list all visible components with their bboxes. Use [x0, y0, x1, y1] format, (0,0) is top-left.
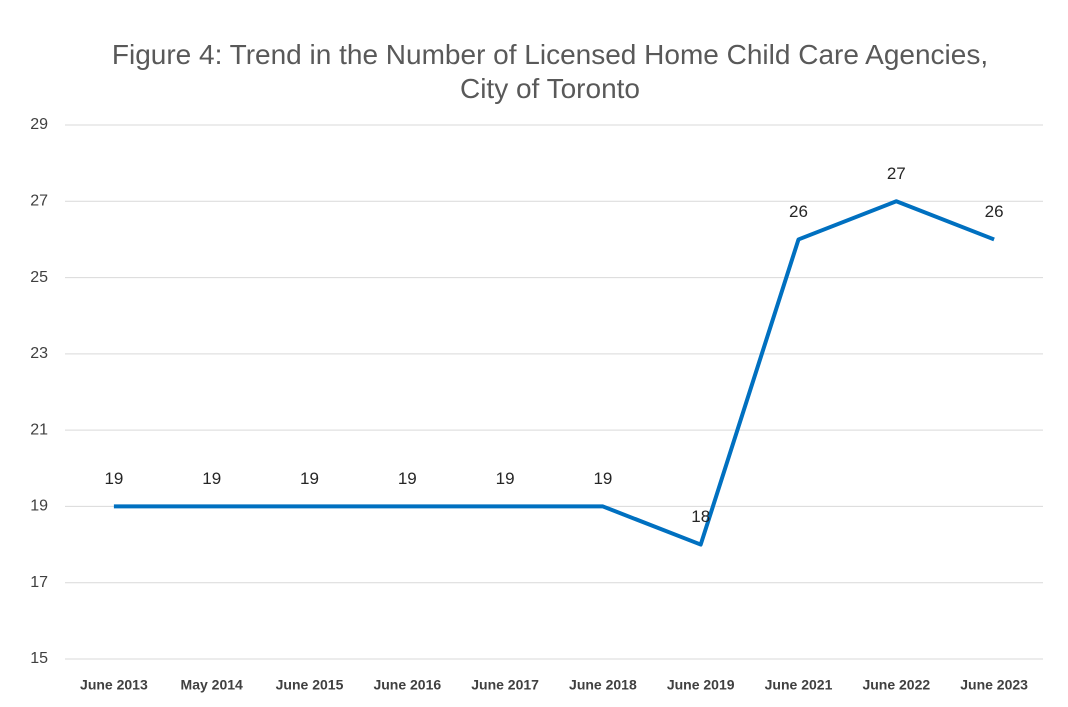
data-label: 19 [593, 469, 612, 488]
y-tick-label: 17 [30, 574, 48, 591]
data-line [113, 199, 995, 547]
data-label: 19 [300, 469, 319, 488]
data-label: 26 [985, 202, 1004, 221]
y-tick-label: 21 [30, 421, 48, 438]
data-label: 26 [789, 202, 808, 221]
data-label: 27 [887, 164, 906, 183]
data-label: 18 [691, 507, 710, 526]
x-tick-label: June 2023 [960, 677, 1028, 693]
y-tick-label: 29 [30, 116, 48, 133]
x-tick-label: June 2015 [276, 677, 344, 693]
x-tick-label: June 2022 [862, 677, 930, 693]
y-tick-label: 25 [30, 269, 48, 286]
x-tick-label: May 2014 [181, 677, 243, 693]
data-label: 19 [202, 469, 221, 488]
chart-title: Figure 4: Trend in the Number of License… [111, 39, 989, 104]
x-tick-label: June 2021 [765, 677, 833, 693]
x-tick-label: June 2017 [471, 677, 539, 693]
x-tick-label: June 2013 [80, 677, 148, 693]
y-tick-label: 23 [30, 345, 48, 362]
x-tick-label: June 2018 [569, 677, 637, 693]
x-tick-label: June 2019 [667, 677, 735, 693]
data-label: 19 [398, 469, 417, 488]
y-tick-label: 19 [30, 498, 48, 515]
y-tick-label: 15 [30, 650, 48, 667]
data-label: 19 [104, 469, 123, 488]
data-label: 19 [496, 469, 515, 488]
x-tick-label: June 2016 [373, 677, 441, 693]
y-tick-label: 27 [30, 193, 48, 210]
